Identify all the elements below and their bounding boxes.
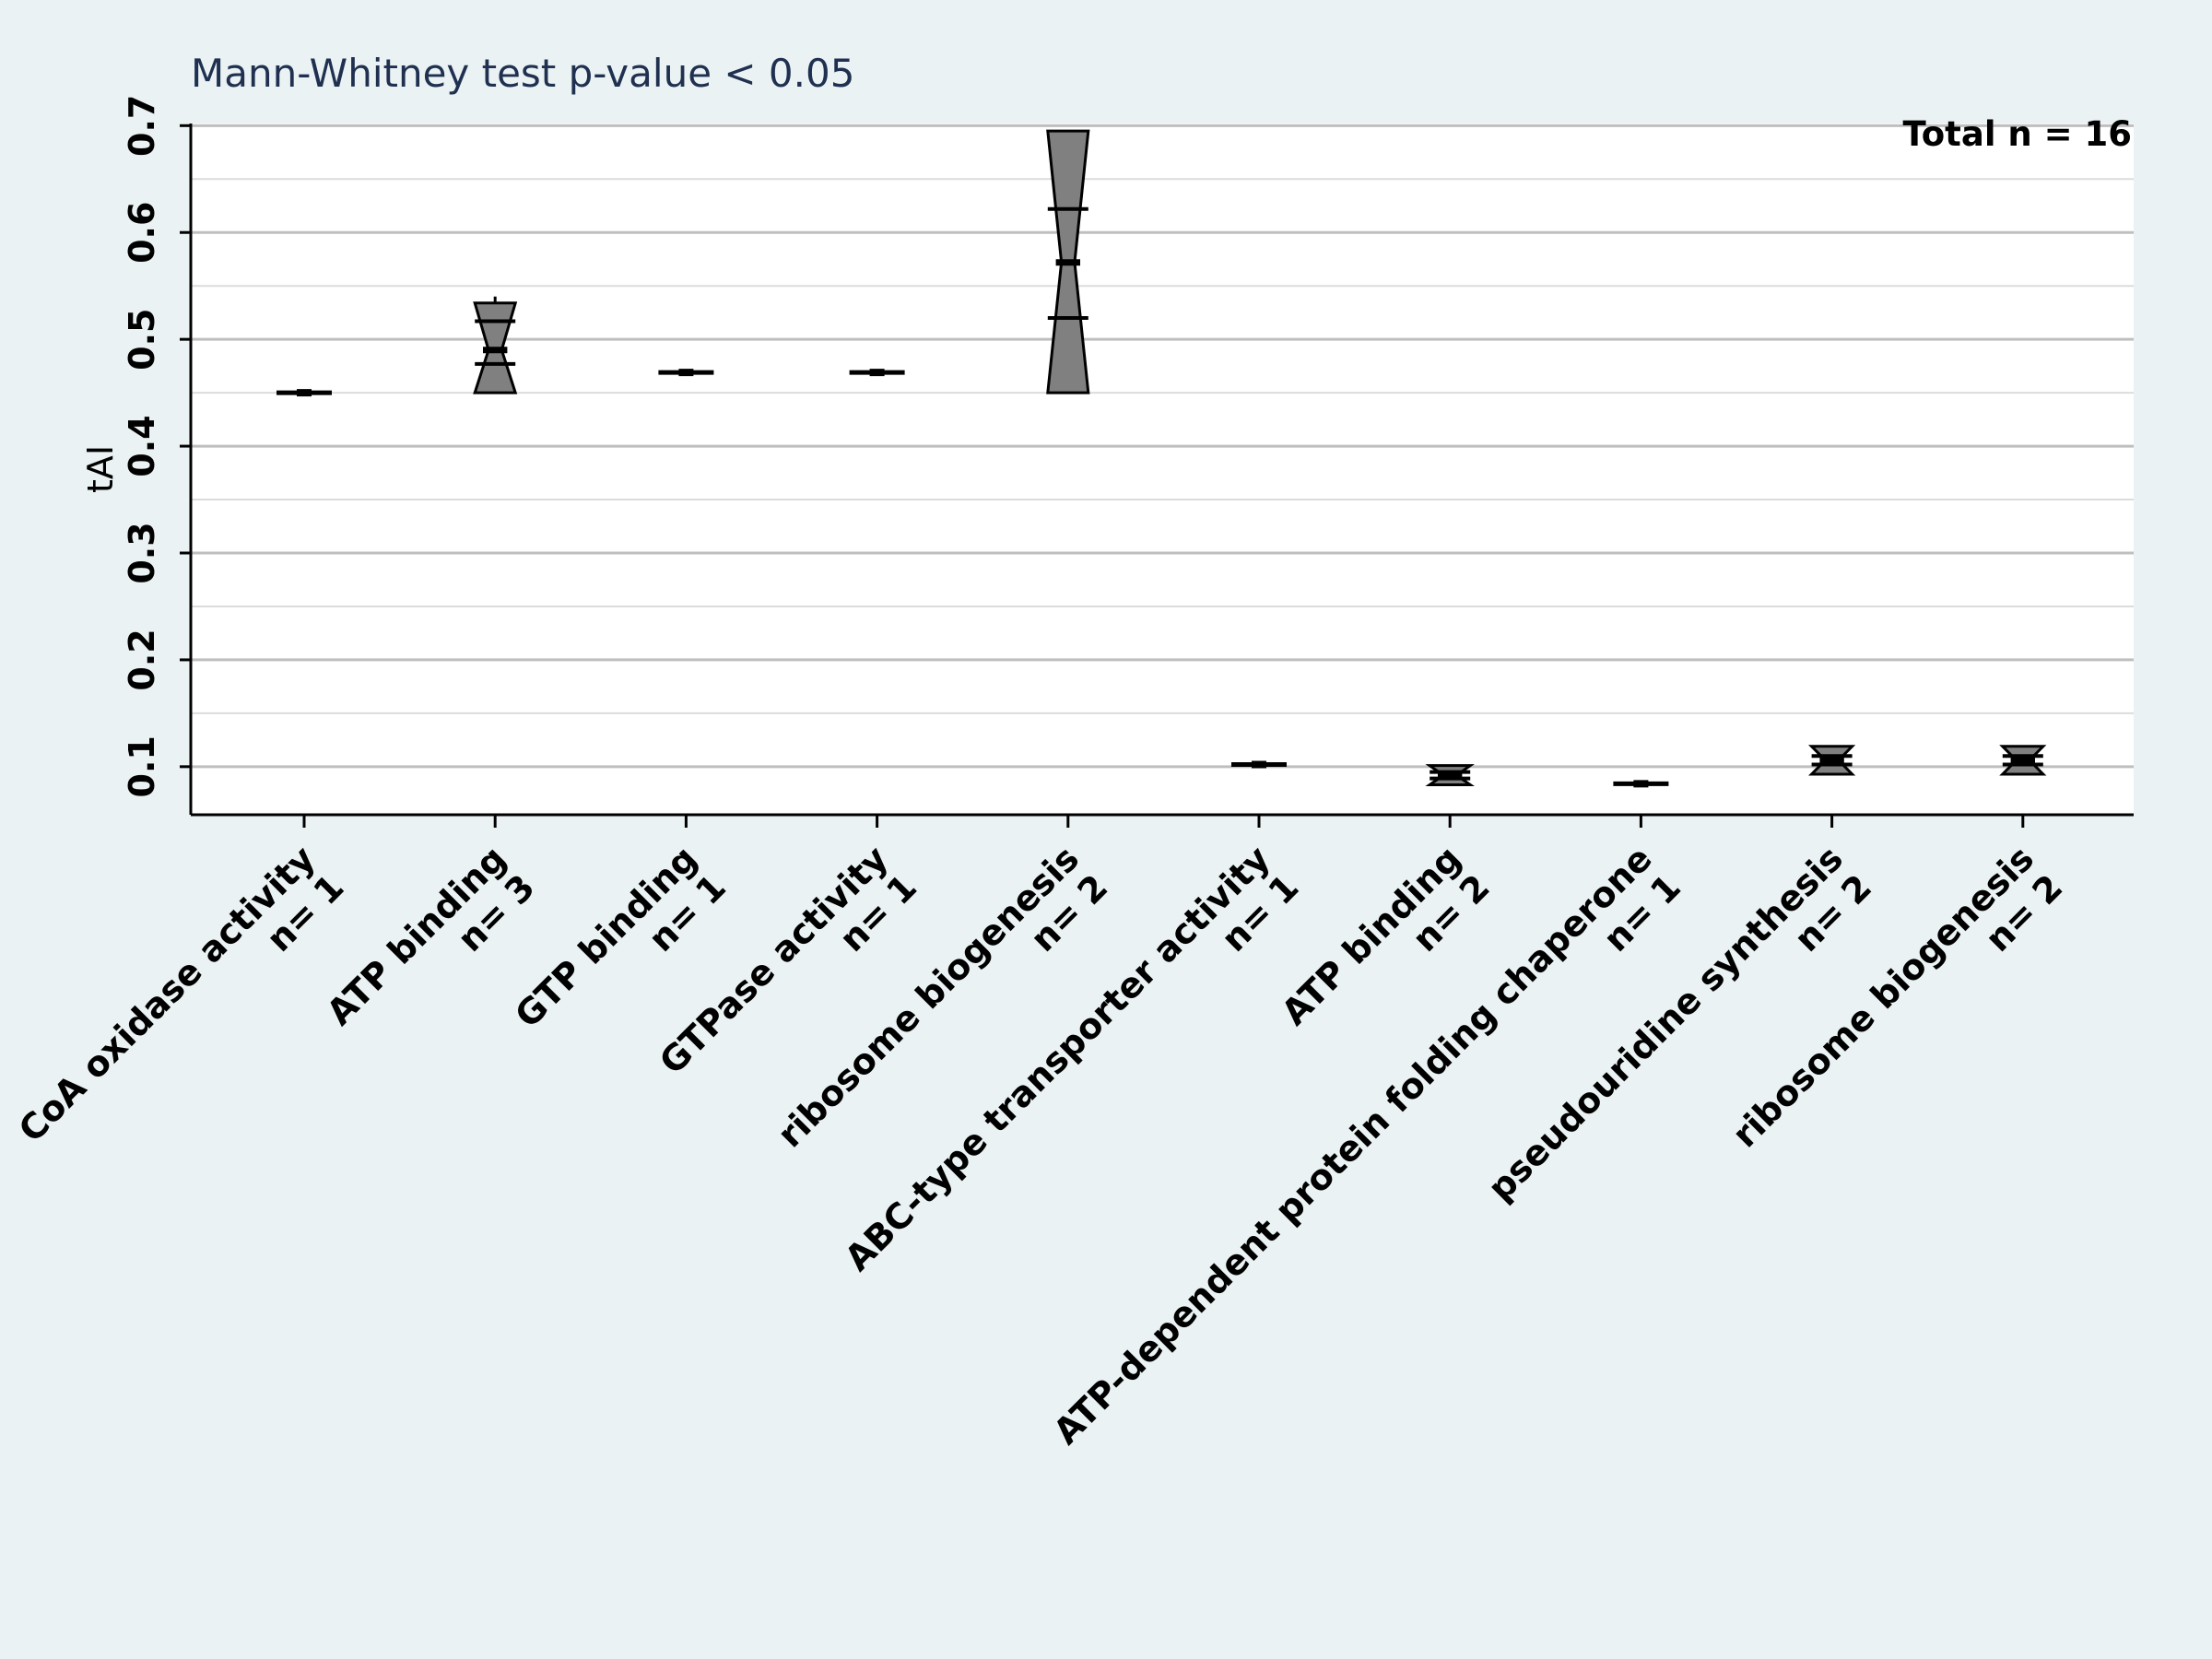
plot-area — [191, 124, 2134, 815]
y-tick-label: 0.4 — [122, 415, 162, 477]
box-plot — [1425, 764, 1475, 787]
y-ticks: 0.1 0.2 0.3 0.4 0.5 0.6 0.7 — [122, 95, 191, 798]
y-tick-label: 0.2 — [122, 629, 162, 690]
total-n-annotation: Total n = 16 — [1902, 114, 2132, 154]
y-tick-label: 0.1 — [122, 735, 162, 797]
axes — [189, 124, 2134, 817]
box-plot — [473, 296, 518, 394]
category-label: ribosome biogenesis — [1724, 838, 2041, 1155]
box-plot — [1808, 745, 1856, 776]
y-tick-label: 0.7 — [122, 95, 162, 157]
y-tick-label: 0.3 — [122, 522, 162, 583]
box-plot — [1046, 129, 1090, 394]
category-label: CoA oxidase activity — [11, 838, 324, 1150]
boxes — [276, 129, 2047, 788]
category-label: ribosome biogenesis — [770, 838, 1087, 1155]
y-tick-label: 0.5 — [122, 308, 162, 370]
chart-title: Mann-Whitney test p-value < 0.05 — [191, 51, 854, 96]
y-axis-label: tAI — [80, 445, 121, 493]
y-tick-label: 0.6 — [122, 202, 162, 264]
box-plot — [1999, 745, 2047, 776]
